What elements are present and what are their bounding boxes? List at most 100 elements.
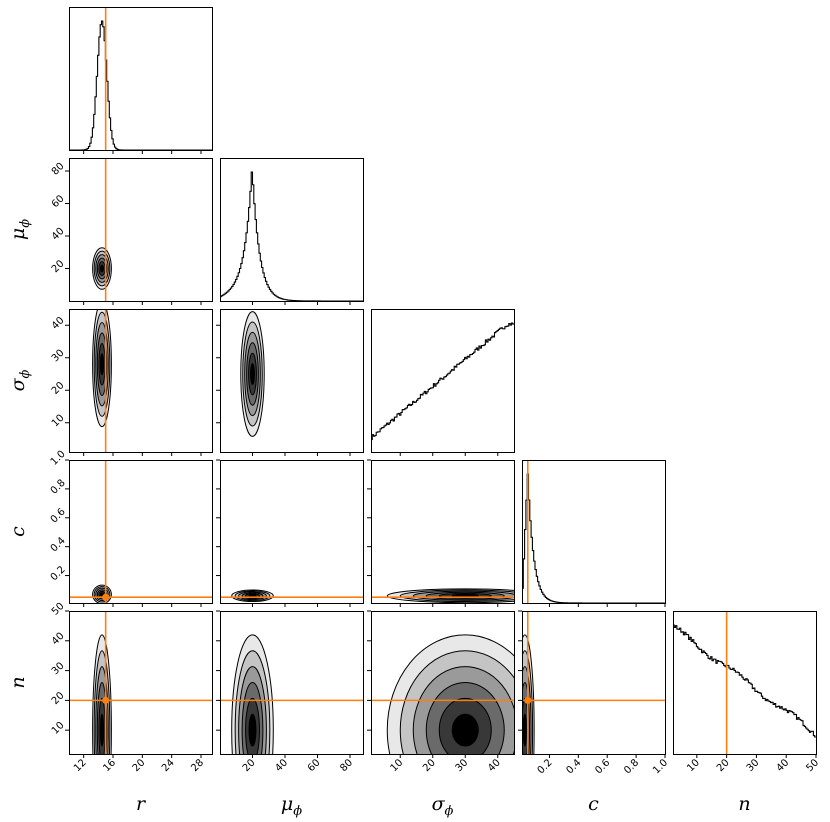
- y-tick-label: 20: [50, 380, 67, 397]
- panel-frame: [69, 611, 213, 755]
- marginal-histogram-n: [673, 624, 816, 738]
- x-tick-label: 0.8: [622, 757, 641, 776]
- y-tick-label: 0.2: [49, 564, 68, 583]
- y-axis-label-mu_phi: μϕ: [7, 219, 33, 240]
- svg-text:c: c: [588, 793, 599, 815]
- svg-text:n: n: [738, 793, 750, 815]
- density-n-vs-r: [92, 634, 112, 754]
- truth-point: [524, 696, 532, 704]
- density-sigma_phi-vs-r: [92, 309, 112, 428]
- x-tick-label: 80: [338, 757, 355, 774]
- x-tick-label: 40: [775, 757, 792, 774]
- panel-frame: [69, 309, 213, 453]
- x-tick-label: 0.6: [593, 757, 612, 776]
- panel-frame: [522, 460, 666, 604]
- y-tick-label: 80: [50, 161, 67, 178]
- contour-level: [250, 363, 255, 385]
- marginal-histogram-c: [522, 473, 665, 603]
- x-tick-label: 12: [72, 757, 89, 774]
- x-axis-label-r: r: [136, 793, 147, 815]
- y-tick-label: 10: [50, 720, 67, 737]
- svg-text:σϕ: σϕ: [432, 793, 454, 819]
- marginal-histogram-mu_phi: [220, 171, 363, 301]
- x-tick-label: 30: [745, 757, 762, 774]
- panel-frame: [220, 309, 364, 453]
- panel-frame: [69, 158, 213, 302]
- svg-text:σϕ: σϕ: [7, 369, 33, 391]
- panel-frame: [69, 460, 213, 604]
- svg-text:μϕ: μϕ: [281, 793, 302, 819]
- x-tick-label: 24: [160, 757, 177, 774]
- marginal-histogram-r: [69, 20, 212, 150]
- x-tick-label: 40: [273, 757, 290, 774]
- contour-level: [99, 592, 105, 597]
- contour-level: [99, 264, 105, 273]
- y-tick-label: 0.4: [49, 535, 68, 554]
- x-axis-label-n: n: [738, 793, 750, 815]
- contour-level: [99, 353, 105, 376]
- density-c-vs-sigma_phi: [386, 588, 514, 603]
- x-tick-label: 10: [685, 757, 702, 774]
- truth-point: [102, 593, 110, 601]
- y-tick-label: 50: [50, 601, 67, 618]
- x-tick-label: 0.2: [536, 757, 555, 776]
- y-tick-label: 20: [50, 258, 67, 275]
- panel-frame: [220, 460, 364, 604]
- truth-point: [102, 696, 110, 704]
- svg-text:n: n: [7, 676, 29, 688]
- y-tick-label: 60: [50, 193, 67, 210]
- y-axis-label-c: c: [7, 526, 29, 537]
- x-tick-label: 20: [715, 757, 732, 774]
- contour-level: [99, 713, 105, 747]
- density-n-vs-c: [522, 634, 535, 754]
- contour-level: [451, 713, 479, 747]
- y-tick-label: 30: [50, 660, 67, 677]
- panel-frame: [69, 7, 213, 151]
- marginal-histogram-sigma_phi: [371, 322, 514, 441]
- y-tick-label: 0.6: [49, 506, 68, 525]
- x-tick-label: 1.0: [651, 757, 670, 776]
- x-tick-label: 40: [486, 757, 503, 774]
- panel-frame: [371, 460, 515, 604]
- y-tick-label: 40: [50, 631, 67, 648]
- y-tick-label: 40: [50, 226, 67, 243]
- contour-level: [248, 713, 257, 747]
- y-tick-label: 30: [50, 348, 67, 365]
- x-tick-label: 0.4: [564, 757, 583, 776]
- panel-frame: [522, 611, 666, 755]
- panel-frame: [220, 158, 364, 302]
- y-axis-label-n: n: [7, 676, 29, 688]
- x-axis-label-mu_phi: μϕ: [281, 793, 302, 819]
- x-tick-label: 60: [306, 757, 323, 774]
- panel-frame: [673, 611, 817, 755]
- panel-frame: [220, 611, 364, 755]
- y-tick-label: 1.0: [49, 449, 68, 468]
- y-tick-label: 10: [50, 413, 67, 430]
- x-tick-label: 20: [241, 757, 258, 774]
- svg-text:c: c: [7, 526, 29, 537]
- panel-frame: [371, 611, 515, 755]
- y-tick-label: 0.8: [49, 478, 68, 497]
- svg-text:μϕ: μϕ: [7, 219, 33, 240]
- x-axis-label-sigma_phi: σϕ: [432, 793, 454, 819]
- y-axis-label-sigma_phi: σϕ: [7, 369, 33, 391]
- x-tick-label: 28: [189, 757, 206, 774]
- density-c-vs-mu_phi: [231, 589, 274, 603]
- y-tick-label: 20: [50, 690, 67, 707]
- panel-frame: [371, 309, 515, 453]
- density-n-vs-sigma_phi: [386, 634, 514, 754]
- density-c-vs-r: [92, 584, 112, 603]
- x-axis-label-c: c: [588, 793, 599, 815]
- density-sigma_phi-vs-mu_phi: [240, 311, 265, 437]
- y-tick-label: 40: [50, 315, 67, 332]
- x-tick-label: 20: [131, 757, 148, 774]
- x-tick-label: 20: [421, 757, 438, 774]
- svg-text:r: r: [136, 793, 147, 815]
- x-tick-label: 30: [454, 757, 471, 774]
- x-tick-label: 10: [389, 757, 406, 774]
- density-n-vs-mu_phi: [231, 634, 274, 754]
- contour-level: [522, 713, 527, 747]
- x-tick-label: 50: [804, 757, 821, 774]
- density-mu_phi-vs-r: [92, 247, 112, 290]
